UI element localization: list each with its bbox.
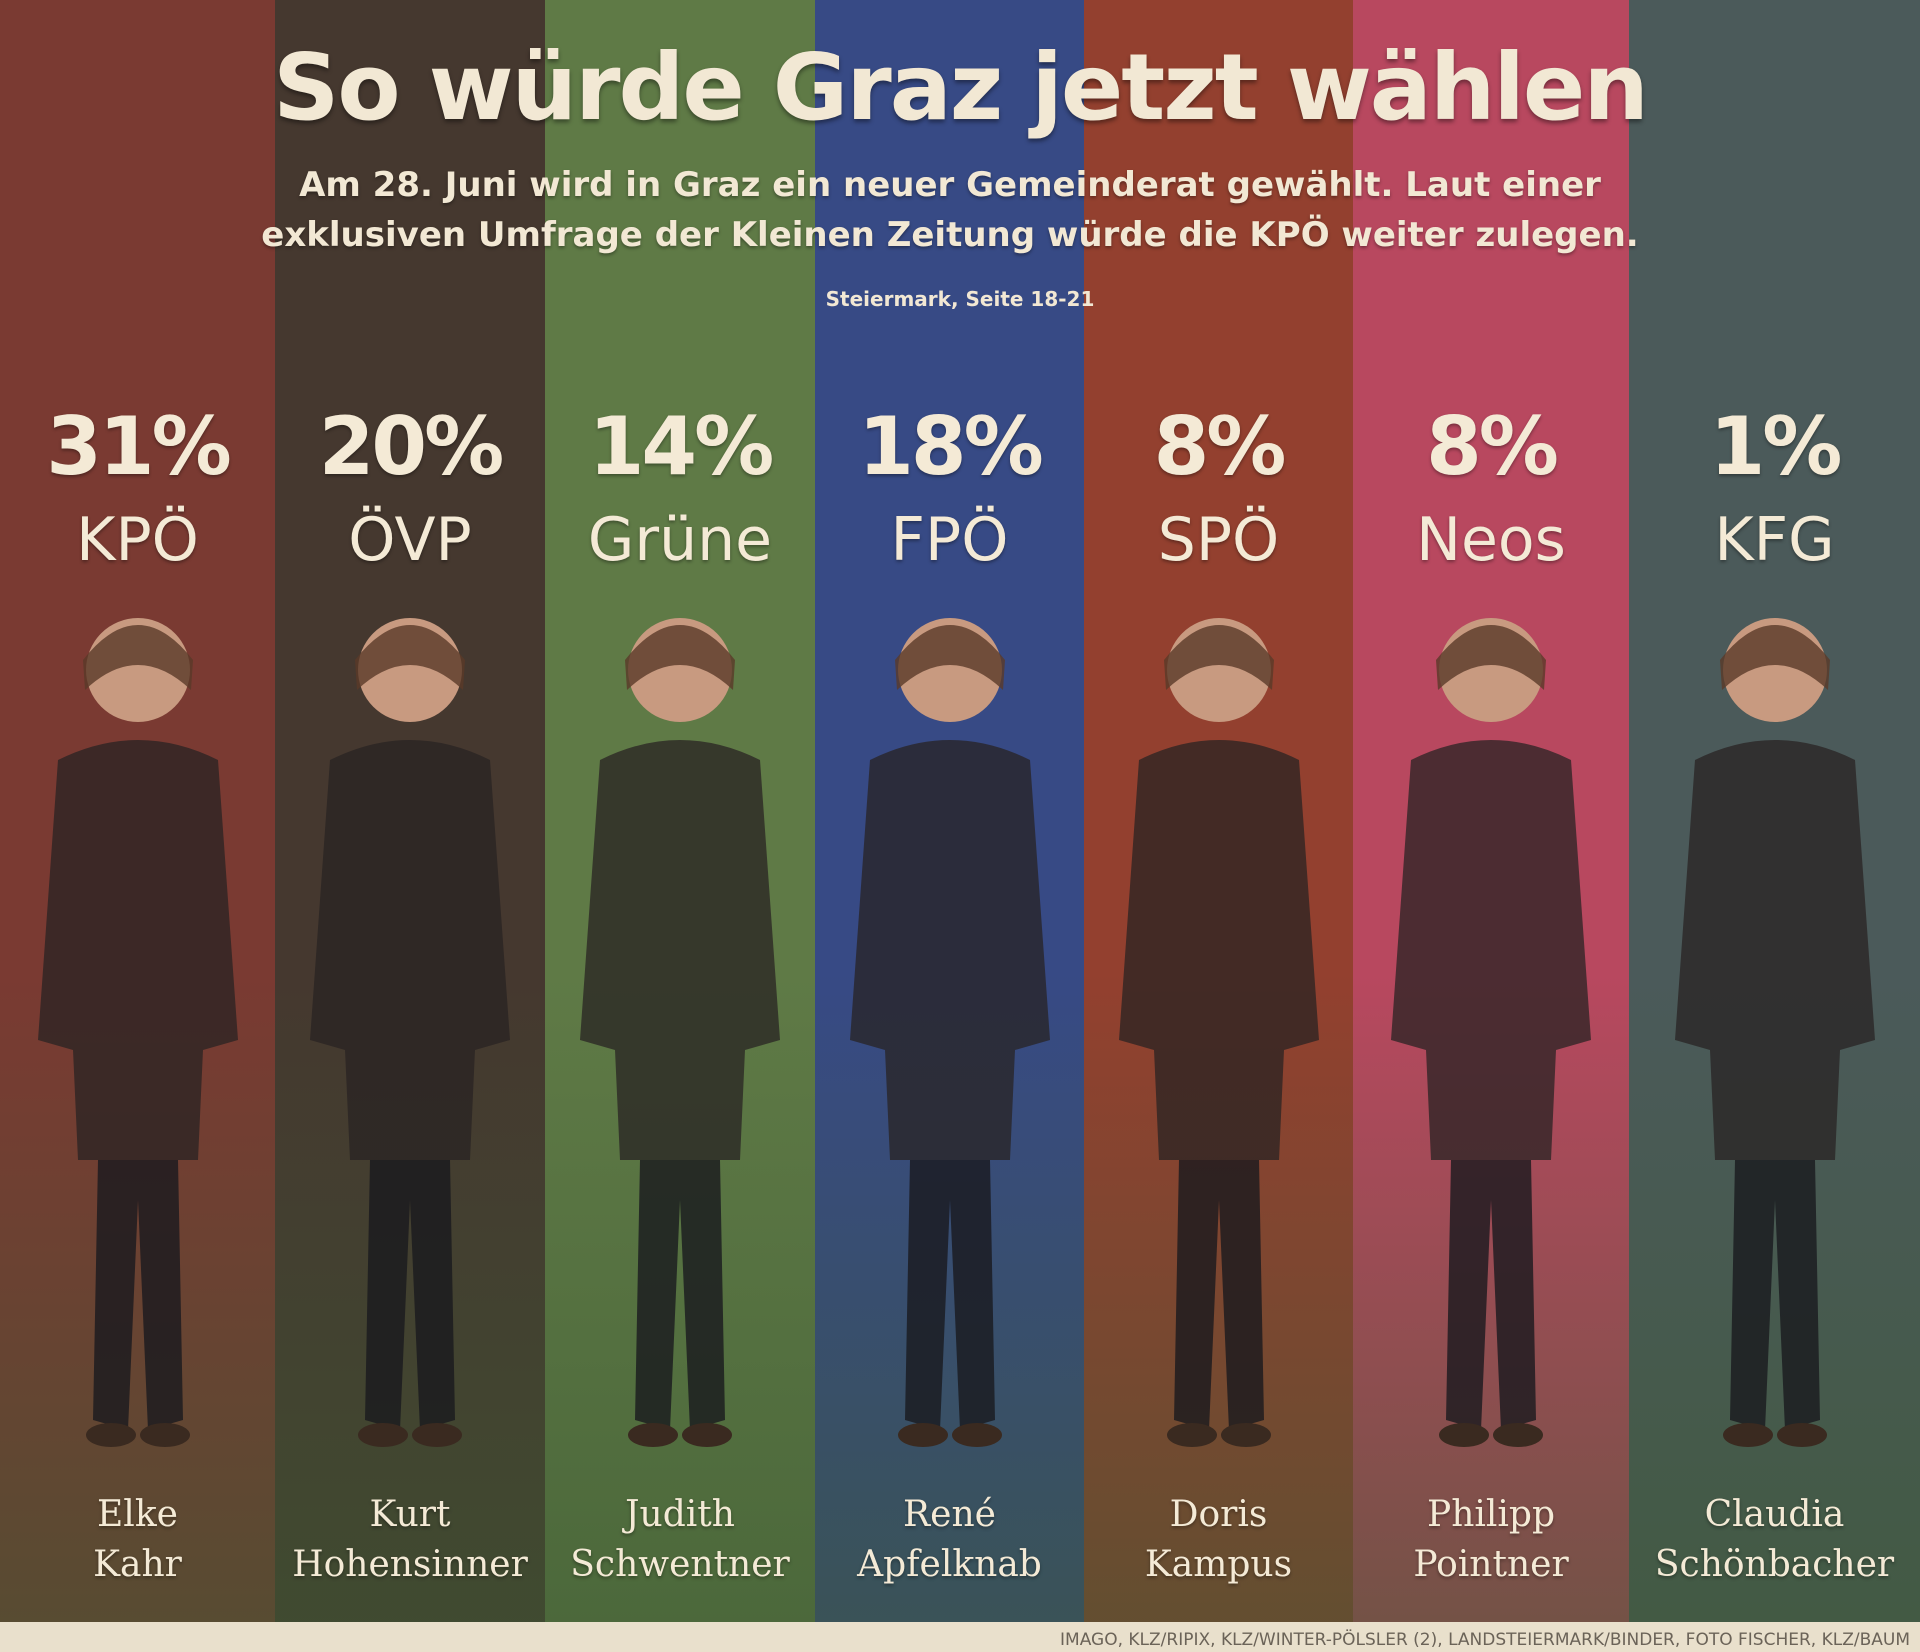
candidate-photo <box>310 618 510 1447</box>
candidate-last-name: Kampus <box>1144 1544 1293 1585</box>
candidate-photo <box>37 618 238 1447</box>
candidate-name: Doris Kampus <box>1084 1490 1354 1590</box>
party-label: SPÖ <box>1157 505 1280 575</box>
bar-value-percent: 1% <box>1709 400 1843 493</box>
candidate-first-name: René <box>903 1494 996 1535</box>
candidate-photo <box>1391 618 1591 1447</box>
candidate-last-name: Kahr <box>93 1544 182 1585</box>
candidate-last-name: Schönbacher <box>1654 1544 1895 1585</box>
subheadline-line-1: Am 28. Juni wird in Graz ein neuer Gemei… <box>299 165 1601 205</box>
subheadline-line-2: exklusiven Umfrage der Kleinen Zeitung w… <box>261 215 1639 255</box>
subheadline: Am 28. Juni wird in Graz ein neuer Gemei… <box>200 160 1700 260</box>
candidate-photo <box>1674 618 1875 1447</box>
page-reference: Steiermark, Seite 18-21 <box>825 287 1095 311</box>
bar-value-percent: 8% <box>1153 400 1287 493</box>
candidate-photo <box>849 618 1050 1447</box>
bar-value-percent: 14% <box>588 400 774 493</box>
bar-value-percent: 20% <box>318 400 504 493</box>
party-label: Grüne <box>587 505 773 575</box>
candidate-first-name: Judith <box>625 1494 735 1535</box>
stripe-4 <box>1084 0 1353 1622</box>
candidate-first-name: Doris <box>1169 1494 1268 1535</box>
candidate-column: 18% FPÖ René Apfelknab <box>815 0 1085 1622</box>
stripe-5 <box>1353 0 1629 1622</box>
candidate-photo <box>1118 618 1319 1447</box>
candidate-column: 1% KFG Claudia Schönbacher <box>1640 0 1910 1622</box>
candidate-name: René Apfelknab <box>815 1490 1085 1590</box>
candidate-column: 14% Grüne Judith Schwentner <box>545 0 815 1622</box>
stripe-1 <box>275 0 545 1622</box>
candidate-column: 20% ÖVP Kurt Hohensinner <box>275 0 545 1622</box>
bar-value-percent: 8% <box>1426 400 1559 493</box>
candidate-name: Philipp Pointner <box>1356 1490 1626 1590</box>
candidate-name: Elke Kahr <box>3 1490 273 1590</box>
candidate-last-name: Hohensinner <box>292 1544 528 1585</box>
candidate-column: 8% Neos Philipp Pointner <box>1356 0 1626 1622</box>
party-label: Neos <box>1416 505 1566 575</box>
stripe-6 <box>1629 0 1920 1622</box>
candidate-last-name: Apfelknab <box>857 1544 1042 1585</box>
candidate-column: 8% SPÖ Doris Kampus <box>1084 0 1354 1622</box>
candidate-column: 31% KPÖ Elke Kahr <box>3 0 273 1622</box>
party-label: KFG <box>1714 505 1835 575</box>
stripe-3 <box>815 0 1084 1622</box>
headline: So würde Graz jetzt wählen <box>273 34 1649 141</box>
candidate-last-name: Schwentner <box>570 1544 790 1585</box>
party-label: FPÖ <box>890 505 1009 575</box>
candidate-first-name: Kurt <box>369 1494 451 1535</box>
candidate-name: Claudia Schönbacher <box>1640 1490 1910 1590</box>
photo-credit: IMAGO, KLZ/RIPIX, KLZ/WINTER-PÖLSLER (2)… <box>1060 1630 1910 1650</box>
party-label: ÖVP <box>348 505 472 575</box>
candidate-last-name: Pointner <box>1413 1544 1569 1585</box>
candidate-photo <box>580 618 780 1447</box>
candidate-first-name: Claudia <box>1704 1494 1845 1535</box>
party-label: KPÖ <box>76 505 199 575</box>
candidate-name: Judith Schwentner <box>545 1490 815 1590</box>
candidate-name: Kurt Hohensinner <box>275 1490 545 1590</box>
candidate-first-name: Elke <box>97 1494 178 1535</box>
bar-value-percent: 31% <box>46 400 231 493</box>
candidate-first-name: Philipp <box>1426 1494 1556 1535</box>
bar-value-percent: 18% <box>858 400 1043 493</box>
